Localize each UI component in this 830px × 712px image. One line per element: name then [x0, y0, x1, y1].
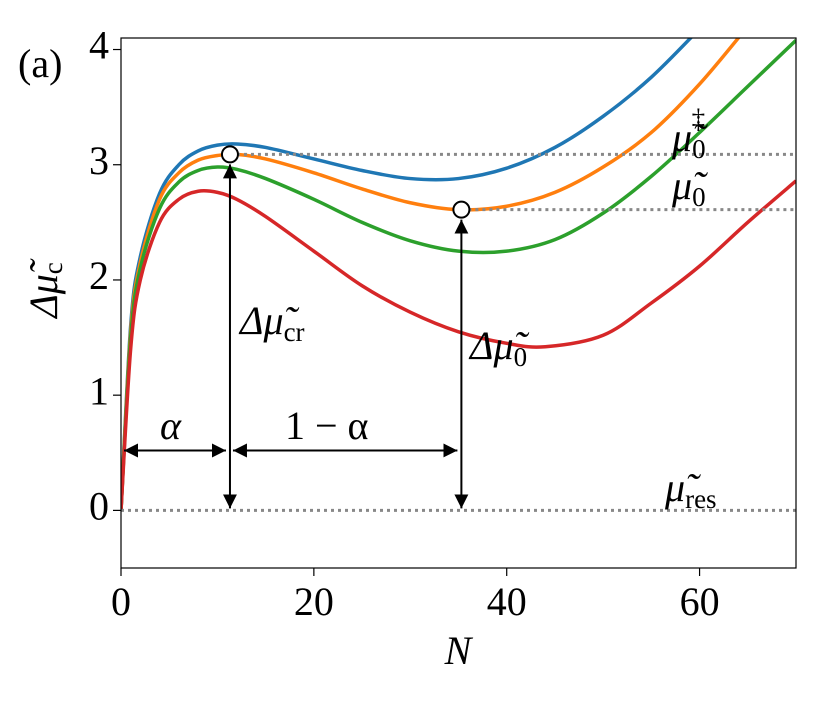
- y-tick-label: 4: [89, 23, 109, 68]
- y-tick-label: 1: [89, 368, 109, 413]
- mu-0-label: μ̃0: [671, 163, 708, 212]
- marker: [220, 145, 239, 164]
- x-tick-label: 0: [111, 579, 131, 624]
- mu-0-dagger-label: μ̃0‡: [671, 104, 708, 164]
- x-tick-label: 20: [294, 579, 334, 624]
- delta-mu-0-label: Δμ̃0: [468, 323, 530, 372]
- series-line: [121, 38, 741, 511]
- x-axis-label: N: [444, 628, 474, 673]
- series-line: [121, 39, 796, 511]
- plot-frame: [120, 37, 797, 569]
- y-tick-label: 2: [89, 253, 109, 298]
- y-tick-label: 0: [89, 484, 109, 529]
- alpha-label: α: [160, 403, 182, 448]
- y-tick-label: 3: [89, 138, 109, 183]
- mu-res-label: μ̃res: [664, 465, 717, 514]
- y-axis-label: Δμ̃c: [21, 258, 68, 320]
- one-minus-alpha-label: 1 − α: [285, 403, 369, 448]
- delta-mu-cr-label: Δμ̃cr: [238, 298, 305, 347]
- series-line: [121, 179, 796, 511]
- x-tick-label: 40: [487, 579, 527, 624]
- panel-label: (a): [18, 41, 62, 86]
- x-tick-label: 60: [680, 579, 720, 624]
- series-line: [121, 38, 694, 511]
- marker: [452, 200, 471, 219]
